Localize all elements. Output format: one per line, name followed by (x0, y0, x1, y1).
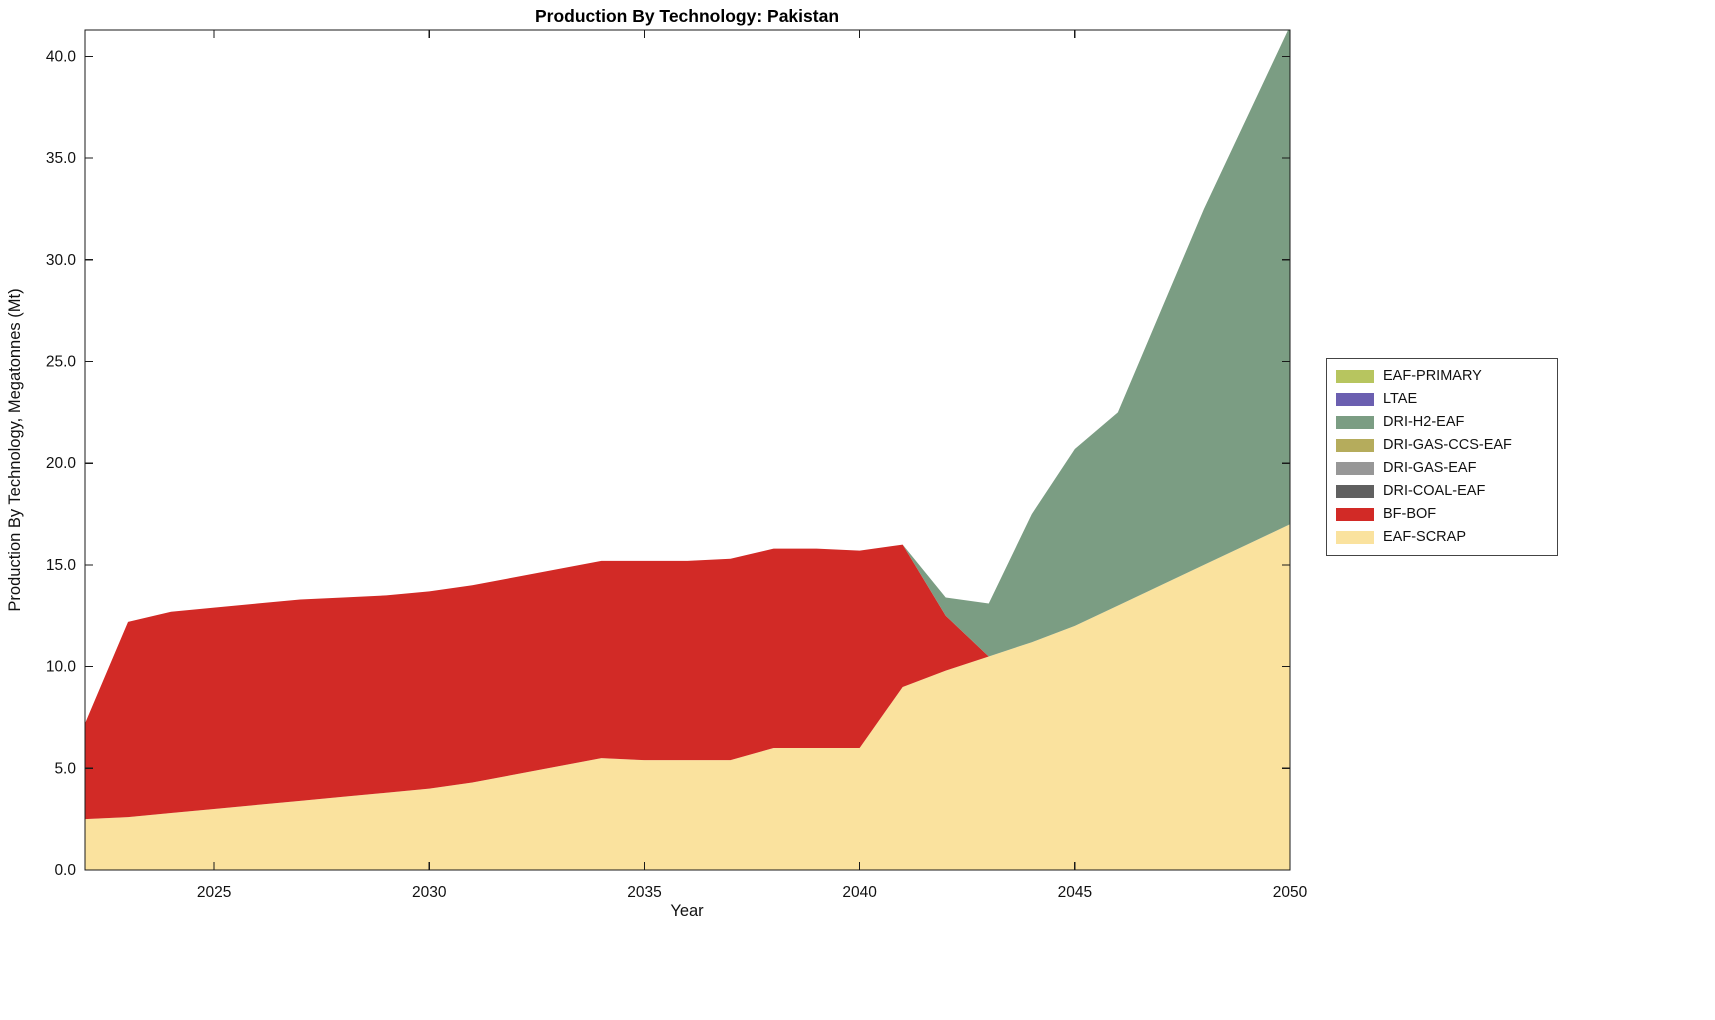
y-axis-label: Production By Technology, Megatonnes (Mt… (6, 288, 24, 611)
y-tick-label: 20.0 (46, 455, 77, 472)
x-tick-label: 2040 (842, 884, 877, 901)
legend-label: LTAE (1383, 391, 1418, 407)
x-tick-label: 2050 (1273, 884, 1308, 901)
legend-label: DRI-H2-EAF (1383, 414, 1465, 430)
legend-swatch-DRI-GAS-CCS-EAF (1336, 439, 1374, 452)
legend-swatch-EAF-SCRAP (1336, 531, 1374, 544)
y-tick-label: 10.0 (46, 659, 77, 676)
legend-item-DRI-GAS-EAF: DRI-GAS-EAF (1327, 457, 1557, 480)
legend-label: BF-BOF (1383, 506, 1437, 522)
x-tick-label: 2045 (1058, 884, 1092, 901)
area-series-BF-BOF (85, 524, 1290, 820)
legend-item-EAF-PRIMARY: EAF-PRIMARY (1327, 365, 1557, 388)
legend: EAF-PRIMARY LTAE DRI-H2-EAF DRI-GAS-CCS-EAF… (1326, 358, 1558, 556)
y-tick-label: 5.0 (54, 760, 76, 777)
legend-item-EAF-SCRAP: EAF-SCRAP (1327, 526, 1557, 549)
stacked-areas (85, 30, 1290, 870)
x-axis-label: Year (670, 902, 704, 920)
x-tick-label: 2035 (627, 884, 661, 901)
legend-label: EAF-PRIMARY (1383, 368, 1482, 384)
legend-swatch-BF-BOF (1336, 508, 1374, 521)
legend-swatch-DRI-COAL-EAF (1336, 485, 1374, 498)
legend-label: DRI-COAL-EAF (1383, 483, 1486, 499)
plot-border (84, 29, 1291, 871)
y-tick-label: 25.0 (46, 354, 77, 371)
tick-labels: 2025 2030 2035 2040 2045 2050 0.0 5.0 10.0 15.0 20… (46, 48, 1308, 901)
x-tick-label: 2030 (412, 884, 447, 901)
area-series-EAF-SCRAP (85, 524, 1290, 870)
legend-item-LTAE: LTAE (1327, 388, 1557, 411)
legend-label: EAF-SCRAP (1383, 529, 1466, 545)
legend-swatch-LTAE (1336, 393, 1374, 406)
legend-swatch-DRI-H2-EAF (1336, 416, 1374, 429)
y-tick-label: 35.0 (46, 150, 77, 167)
legend-item-DRI-H2-EAF: DRI-H2-EAF (1327, 411, 1557, 434)
legend-label: DRI-GAS-CCS-EAF (1383, 437, 1512, 453)
legend-item-BF-BOF: BF-BOF (1327, 503, 1557, 526)
y-tick-label: 15.0 (46, 557, 77, 574)
x-tick-label: 2025 (197, 884, 231, 901)
chart-title: Production By Technology: Pakistan (535, 6, 839, 26)
legend-swatch-DRI-GAS-EAF (1336, 462, 1374, 475)
legend-item-DRI-COAL-EAF: DRI-COAL-EAF (1327, 480, 1557, 503)
legend-label: DRI-GAS-EAF (1383, 460, 1477, 476)
legend-swatch-EAF-PRIMARY (1336, 370, 1374, 383)
y-tick-label: 30.0 (46, 252, 77, 269)
y-tick-label: 0.0 (54, 862, 76, 879)
y-tick-label: 40.0 (46, 48, 77, 65)
legend-item-DRI-GAS-CCS-EAF: DRI-GAS-CCS-EAF (1327, 434, 1557, 457)
